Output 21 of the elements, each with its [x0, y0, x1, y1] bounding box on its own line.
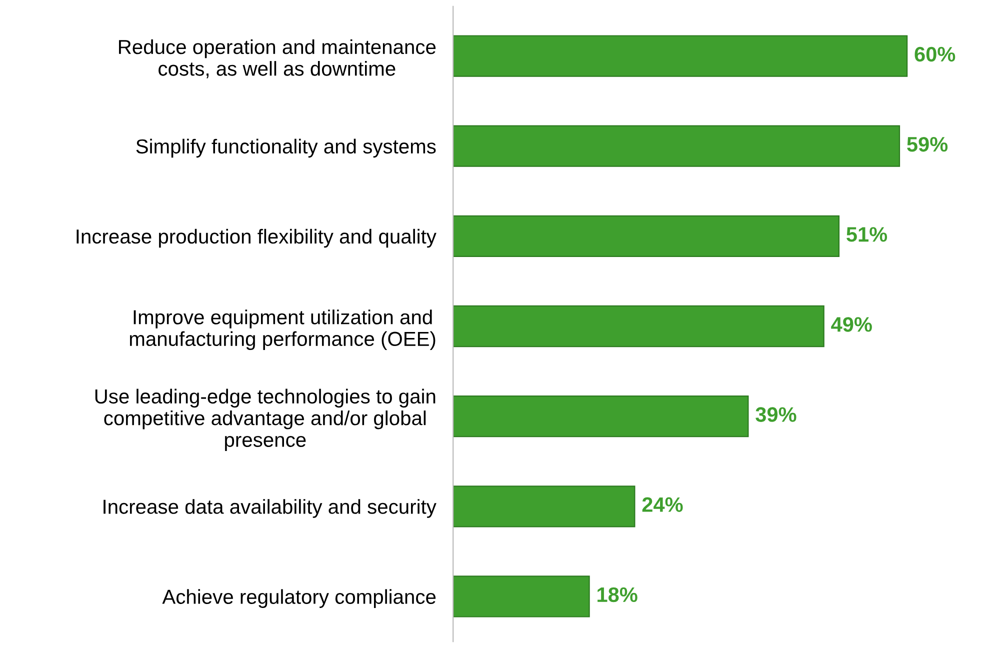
bar — [453, 215, 840, 257]
bar — [453, 35, 908, 77]
bar — [453, 305, 824, 348]
bar — [453, 576, 590, 618]
y-tick-label: Simplify functionality and systems — [136, 138, 436, 158]
y-tick-label: Increase data availability and security — [104, 499, 436, 518]
data-label: 24% — [642, 497, 683, 512]
bar — [453, 486, 636, 528]
bar — [453, 125, 900, 167]
data-label: 49% — [831, 317, 872, 332]
y-tick-label: Reduce operation and maintenance costs, as well as downtime — [119, 39, 436, 78]
y-tick-label: Increase production flexibility and quality — [76, 228, 436, 248]
bar — [453, 396, 749, 438]
y-tick-label: Use leading-edge technologies to gain competitive advantage and/or global presence — [95, 388, 436, 451]
y-tick-label: Improve equipment utilization and manufacturing performance (OEE) — [130, 310, 436, 350]
data-label: 51% — [846, 227, 888, 242]
data-label: 60% — [914, 46, 956, 62]
data-label: 59% — [907, 136, 948, 152]
data-label: 39% — [756, 407, 796, 422]
y-tick-label: Achieve regulatory compliance — [162, 589, 436, 608]
data-label: 18% — [598, 587, 638, 602]
